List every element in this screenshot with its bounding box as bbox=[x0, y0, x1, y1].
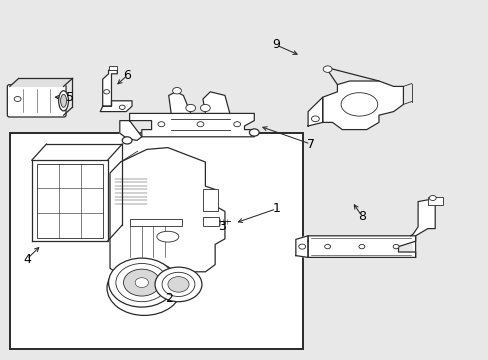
Text: 5: 5 bbox=[66, 91, 74, 104]
Ellipse shape bbox=[157, 231, 179, 242]
Circle shape bbox=[197, 122, 203, 127]
Circle shape bbox=[103, 90, 109, 94]
Circle shape bbox=[324, 244, 330, 249]
Circle shape bbox=[233, 122, 240, 127]
Text: 4: 4 bbox=[23, 253, 31, 266]
Text: 8: 8 bbox=[357, 210, 365, 222]
Circle shape bbox=[249, 129, 259, 136]
Polygon shape bbox=[10, 78, 72, 86]
Polygon shape bbox=[307, 97, 322, 126]
Bar bbox=[203, 189, 217, 211]
Circle shape bbox=[323, 66, 331, 72]
Circle shape bbox=[14, 96, 21, 102]
Circle shape bbox=[200, 104, 210, 112]
Polygon shape bbox=[295, 236, 307, 257]
Circle shape bbox=[135, 278, 148, 288]
Circle shape bbox=[122, 137, 132, 144]
Circle shape bbox=[155, 267, 202, 302]
Circle shape bbox=[167, 276, 189, 292]
Polygon shape bbox=[307, 236, 415, 257]
Circle shape bbox=[185, 104, 195, 112]
Bar bbox=[129, 219, 182, 226]
Circle shape bbox=[162, 272, 195, 297]
Polygon shape bbox=[322, 81, 403, 130]
Circle shape bbox=[158, 122, 164, 127]
Polygon shape bbox=[32, 160, 107, 241]
Circle shape bbox=[298, 244, 305, 249]
Polygon shape bbox=[110, 148, 224, 272]
Bar bbox=[427, 197, 442, 205]
Bar bbox=[108, 66, 117, 70]
Text: 1: 1 bbox=[272, 202, 280, 215]
Circle shape bbox=[311, 116, 319, 122]
Polygon shape bbox=[168, 92, 190, 113]
Polygon shape bbox=[100, 101, 132, 112]
Bar bbox=[203, 217, 218, 226]
Circle shape bbox=[108, 258, 175, 307]
Text: 9: 9 bbox=[272, 39, 280, 51]
Polygon shape bbox=[120, 121, 142, 140]
Circle shape bbox=[358, 244, 364, 249]
Polygon shape bbox=[129, 113, 254, 137]
Bar bbox=[10, 133, 303, 349]
Text: 7: 7 bbox=[306, 138, 314, 150]
Text: 3: 3 bbox=[218, 220, 226, 233]
Ellipse shape bbox=[341, 93, 377, 116]
Circle shape bbox=[392, 244, 398, 249]
Circle shape bbox=[116, 264, 167, 302]
Circle shape bbox=[119, 105, 125, 109]
Ellipse shape bbox=[59, 91, 68, 111]
Polygon shape bbox=[410, 200, 434, 257]
Circle shape bbox=[123, 269, 160, 296]
Polygon shape bbox=[102, 70, 117, 106]
Text: 6: 6 bbox=[123, 69, 131, 82]
FancyBboxPatch shape bbox=[7, 85, 66, 117]
Circle shape bbox=[172, 87, 181, 94]
Text: 2: 2 bbox=[164, 292, 172, 305]
Circle shape bbox=[428, 195, 435, 201]
Ellipse shape bbox=[61, 94, 66, 107]
Bar bbox=[37, 164, 102, 238]
Polygon shape bbox=[203, 92, 229, 113]
